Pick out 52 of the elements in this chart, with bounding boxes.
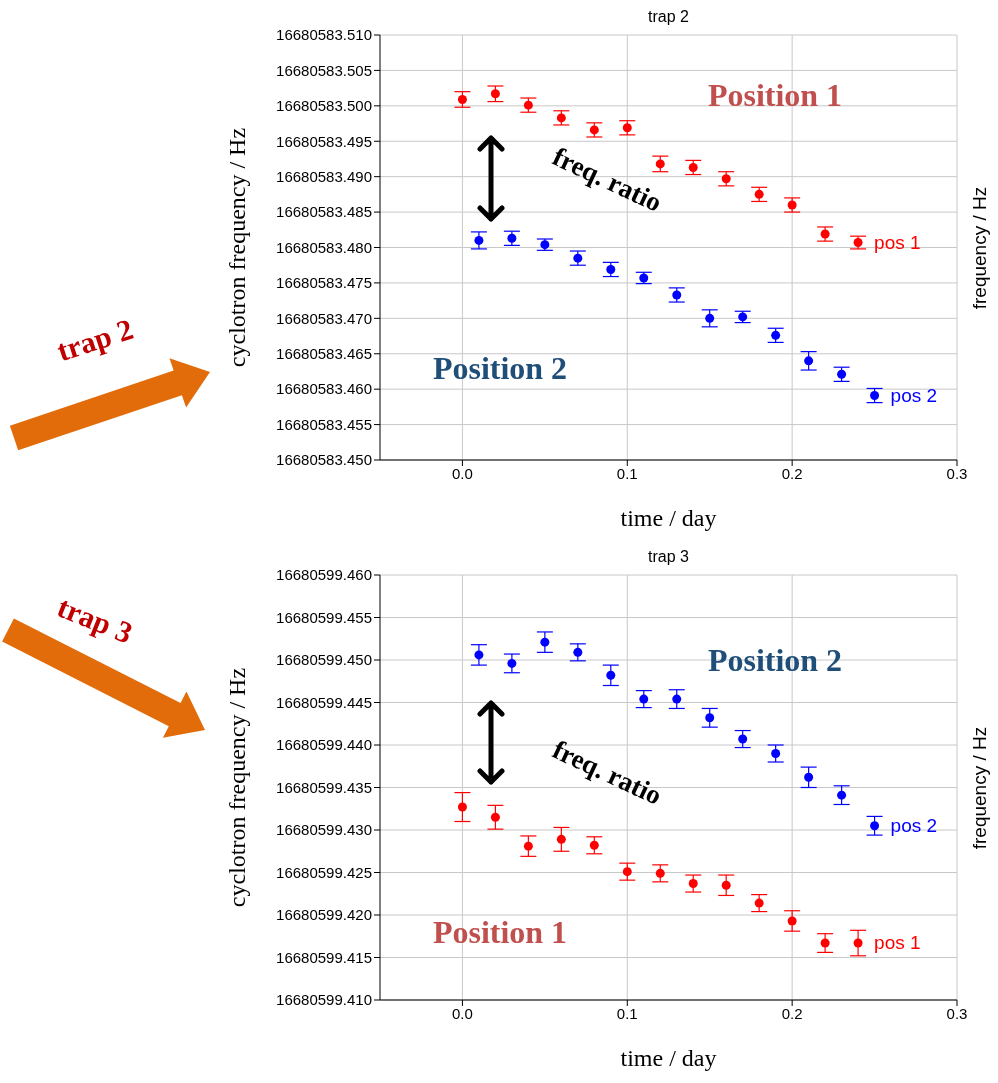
x-tick-label: 0.3 <box>946 464 968 482</box>
y2-axis-title: frequency / Hz <box>969 726 991 849</box>
series-label: pos 2 <box>890 384 938 407</box>
y-tick-label: 16680599.430 <box>276 821 372 839</box>
y-tick-label: 16680599.435 <box>276 778 372 796</box>
y-tick-label: 16680599.425 <box>276 863 372 881</box>
y-tick-label: 16680583.475 <box>276 274 372 292</box>
x-axis-title: time / day <box>620 1045 717 1071</box>
y-tick-label: 16680599.410 <box>276 991 372 1009</box>
x-axis-title: time / day <box>620 505 717 531</box>
chart-title: trap 3 <box>647 548 690 566</box>
y-tick-label: 16680583.450 <box>276 451 372 469</box>
x-tick-label: 0.1 <box>616 464 638 482</box>
y-tick-label: 16680583.500 <box>276 97 372 115</box>
annotation: Position 2 <box>432 349 568 387</box>
x-tick-label: 0.2 <box>781 1004 803 1022</box>
y-tick-label: 16680583.460 <box>276 380 372 398</box>
y-tick-label: 16680599.415 <box>276 948 372 966</box>
x-tick-label: 0.0 <box>452 464 473 482</box>
y-tick-label: 16680583.510 <box>276 26 372 44</box>
series-label: pos 1 <box>874 231 921 254</box>
y-tick-label: 16680583.490 <box>276 167 372 185</box>
annotation: freq. ratio <box>547 141 667 219</box>
x-tick-label: 0.1 <box>616 1004 638 1022</box>
series-label: pos 1 <box>874 932 921 955</box>
y-tick-label: 16680583.480 <box>276 238 372 256</box>
annotation: freq. ratio <box>547 734 667 812</box>
y-tick-label: 16680599.420 <box>276 906 372 924</box>
y-tick-label: 16680599.450 <box>276 651 372 669</box>
series-label: pos 2 <box>890 814 938 837</box>
y-tick-label: 16680599.440 <box>276 736 372 754</box>
annotation: Position 1 <box>432 913 568 951</box>
x-tick-label: 0.0 <box>452 1004 473 1022</box>
annotation: Position 1 <box>707 76 843 114</box>
x-tick-label: 0.2 <box>781 464 803 482</box>
y-tick-label: 16680599.460 <box>276 566 372 584</box>
y-tick-label: 16680583.455 <box>276 415 372 433</box>
text: trap 3 <box>52 589 138 651</box>
y-axis-title: cyclotron frequency / Hz <box>223 667 250 908</box>
y-axis-title: cyclotron frequency / Hz <box>223 127 250 368</box>
y-tick-label: 16680583.470 <box>276 309 372 327</box>
chart-title: trap 2 <box>647 8 690 26</box>
annotation: Position 2 <box>707 641 843 679</box>
text: trap 2 <box>52 311 138 369</box>
y-tick-label: 16680583.505 <box>276 61 372 79</box>
y2-axis-title: frequency / Hz <box>969 186 991 309</box>
x-tick-label: 0.3 <box>946 1004 968 1022</box>
y-tick-label: 16680583.495 <box>276 132 372 150</box>
y-tick-label: 16680583.465 <box>276 345 372 363</box>
y-tick-label: 16680599.445 <box>276 693 372 711</box>
y-tick-label: 16680599.455 <box>276 608 372 626</box>
y-tick-label: 16680583.485 <box>276 203 372 221</box>
